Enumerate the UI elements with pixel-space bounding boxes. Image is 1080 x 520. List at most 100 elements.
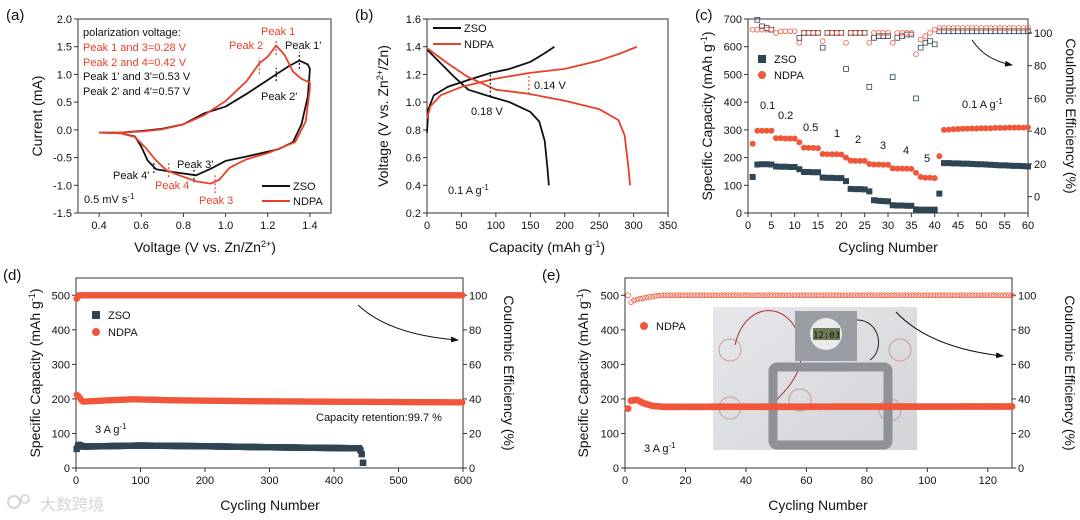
ce-point-ndpa <box>921 292 928 299</box>
a-legend: ZSO NDPA <box>262 181 323 208</box>
y2-tick-label: 20 <box>1034 159 1046 171</box>
capacity-point-zso <box>358 450 365 458</box>
ce-point-zso <box>843 66 849 72</box>
capacity-point-zso <box>359 459 367 467</box>
ce-point-ndpa <box>975 292 982 299</box>
capacity-point-zso <box>922 206 929 213</box>
capacity-point-ndpa <box>1020 124 1027 131</box>
capacity-point-ndpa <box>922 174 929 181</box>
x-tick-label: 300 <box>260 475 278 487</box>
p0-plot-frame <box>77 18 332 214</box>
x-tick-label: 600 <box>454 475 472 487</box>
ce-point-ndpa <box>899 30 905 36</box>
ce-point-ndpa <box>773 292 779 299</box>
x-tick-label: 500 <box>389 475 407 487</box>
ce-point-ndpa <box>667 292 674 299</box>
ce-point-ndpa <box>927 292 934 299</box>
polarization-line-4: Peak 2' and 4'=0.57 V <box>83 86 191 98</box>
ce-point-ndpa <box>830 292 837 299</box>
ce-point-zso <box>885 33 891 39</box>
ce-point-ndpa <box>646 294 652 300</box>
ce-point-ndpa <box>664 292 671 299</box>
capacity-point-zso <box>927 206 933 213</box>
capacity-point-zso <box>964 160 971 167</box>
panel-label-a: (a) <box>6 7 24 24</box>
x-tick-label: 300 <box>624 220 642 232</box>
watermark: 大数跨境 <box>7 494 104 514</box>
ce-point-ndpa <box>824 30 831 36</box>
ce-point-zso <box>819 44 826 51</box>
capacity-point-ndpa <box>931 175 938 182</box>
capacity-point-zso <box>861 186 868 193</box>
panel-label-c: (c) <box>695 7 713 24</box>
capacity-point-zso <box>763 161 770 168</box>
capacity-point-zso <box>833 175 840 182</box>
ce-point-ndpa <box>782 292 789 299</box>
p0-axes: 0.4 0.6 0.8 1.0 1.2 1.4 -1.5 -1.0 -0.5 0.0 0.5 1.0 1… <box>53 14 332 232</box>
peak-4p-label: Peak 4' <box>113 170 149 182</box>
capacity-point-ndpa <box>759 127 765 134</box>
capacity-point-zso <box>917 206 924 213</box>
ce-point-ndpa <box>759 26 765 33</box>
ce-point-ndpa <box>936 292 943 299</box>
ce-point-ndpa <box>691 292 698 299</box>
capacity-point-ndpa <box>459 399 466 406</box>
ce-point-ndpa <box>788 292 795 299</box>
y-tick-label: -1.5 <box>53 208 72 220</box>
ce-point-ndpa <box>752 292 758 299</box>
y2-tick-label: 60 <box>1018 359 1030 371</box>
capacity-point-ndpa <box>801 144 807 151</box>
y-tick-label: 300 <box>52 359 70 371</box>
ce-point-ndpa <box>882 292 888 299</box>
ce-point-ndpa <box>966 292 973 299</box>
scan-rate-label: 0.5 mV s-1 <box>84 192 135 206</box>
x-tick-label: 35 <box>905 220 917 232</box>
ce-point-ndpa <box>991 292 997 299</box>
ce-point-ndpa <box>981 292 988 299</box>
ce-point-ndpa <box>945 292 952 299</box>
ce-point-ndpa <box>625 292 631 299</box>
ce-point-ndpa <box>894 30 901 36</box>
ce-point-ndpa <box>842 292 849 299</box>
capacity-point-ndpa <box>824 151 831 158</box>
ce-point-ndpa <box>906 292 913 299</box>
y-tick-label: 200 <box>724 153 742 165</box>
capacity-point-zso <box>913 206 919 213</box>
x-tick-label: 0 <box>424 220 430 232</box>
panel-label-e: (e) <box>542 267 560 284</box>
capacity-point-ndpa <box>754 127 761 134</box>
ce-point-ndpa <box>805 30 812 36</box>
ce-point-ndpa <box>931 26 938 33</box>
legend-label: NDPA <box>464 39 494 51</box>
capacity-point-zso <box>880 198 887 205</box>
c-y2-axis-title: Coulombic Efficiency (%) <box>1063 38 1079 193</box>
capacity-point-ndpa <box>899 165 905 172</box>
ce-point-ndpa <box>915 292 922 299</box>
d-y-axis-title: Specific Capacity (mAh g-1) <box>27 288 43 457</box>
capacity-point-zso <box>941 160 947 167</box>
capacity-point-zso <box>815 169 821 176</box>
ce-point-ndpa <box>903 30 910 36</box>
capacity-point-zso <box>983 161 989 168</box>
b-current-label: 0.1 A g-1 <box>448 183 489 197</box>
ce-point-ndpa <box>922 33 929 39</box>
legend-label: NDPA <box>656 321 686 333</box>
panel-label-b: (b) <box>355 7 373 24</box>
x-tick-label: 40 <box>929 220 941 232</box>
capacity-point-ndpa <box>908 165 915 172</box>
legend-label: ZSO <box>108 310 131 322</box>
ce-point-ndpa <box>776 292 782 299</box>
capacity-point-zso <box>885 198 891 205</box>
ce-point-ndpa <box>755 292 761 299</box>
capacity-point-zso <box>773 163 779 170</box>
ce-point-zso <box>917 44 924 51</box>
capacity-point-ndpa <box>787 135 793 142</box>
capacity-point-ndpa <box>936 153 943 160</box>
capacity-point-ndpa <box>973 125 980 132</box>
c-series: 0.10.2 0.5 1 2 3 4 5 <box>749 17 1031 213</box>
ce-point-ndpa <box>987 25 994 31</box>
capacity-point-zso <box>796 166 803 173</box>
capacity-point-zso <box>875 197 882 204</box>
ce-point-ndpa <box>918 292 925 299</box>
ce-point-ndpa <box>676 292 683 299</box>
